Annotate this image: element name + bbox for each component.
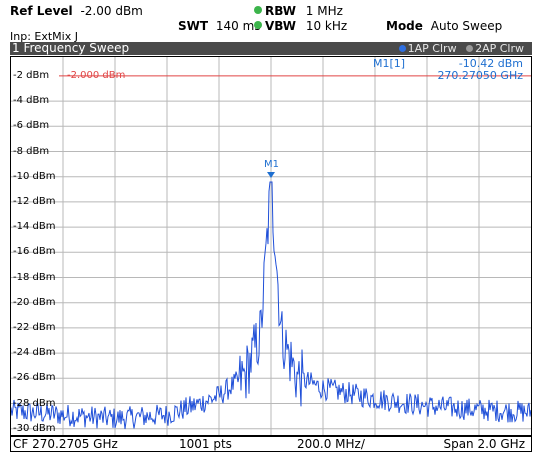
marker-triangle-icon — [267, 171, 275, 178]
sweep-title: 1 Frequency Sweep — [12, 41, 130, 55]
y-tick-label: -12 dBm — [13, 195, 56, 207]
frequency-per-division: 200.0 MHz/ — [297, 437, 365, 451]
rbw-setting[interactable]: RBW 1 MHz — [254, 4, 343, 18]
trace-1-tag[interactable]: 1AP Clrw — [398, 42, 457, 55]
trace-2-tag[interactable]: 2AP Clrw — [466, 42, 524, 55]
y-tick-label: -16 dBm — [13, 246, 56, 258]
trace-tags: 1AP Clrw 2AP Clrw — [398, 42, 524, 55]
sweep-title-bar: 1 Frequency Sweep 1AP Clrw 2AP Clrw — [10, 42, 532, 55]
swt-value: 140 ms — [215, 19, 261, 33]
input-info: Inp: ExtMix J — [10, 30, 78, 43]
trace-1-dot-icon — [398, 45, 406, 52]
trace-2-dot-icon — [466, 45, 474, 52]
spectrum-plot[interactable]: -2 dBm -4 dBm -6 dBm -8 dBm -10 dBm -12 dBm -1… — [10, 56, 532, 436]
ref-level[interactable]: Ref Level -2.00 dBm — [10, 4, 143, 18]
y-tick-label: -4 dBm — [13, 95, 50, 107]
marker-name: M1[1] — [373, 57, 406, 70]
marker-level: -10.42 dBm — [458, 57, 523, 70]
y-tick-label: -18 dBm — [13, 271, 56, 283]
span[interactable]: Span 2.0 GHz — [443, 437, 525, 451]
y-tick-label: -22 dBm — [13, 321, 56, 333]
mode-label: Mode — [386, 19, 423, 33]
y-tick-label: -10 dBm — [13, 170, 56, 182]
swt-setting[interactable]: SWT 140 ms — [178, 19, 261, 33]
y-tick-label: -20 dBm — [13, 296, 56, 308]
y-tick-label: -8 dBm — [13, 145, 50, 157]
trace-2-label: 2AP Clrw — [475, 42, 524, 55]
ref-level-label: Ref Level — [10, 4, 73, 18]
rbw-label: RBW — [265, 4, 296, 18]
spectrum-trace-svg — [11, 57, 531, 435]
sweep-mode[interactable]: Mode Auto Sweep — [386, 19, 502, 33]
y-tick-label: -14 dBm — [13, 221, 56, 233]
swt-label: SWT — [178, 19, 209, 33]
mode-value: Auto Sweep — [430, 19, 503, 33]
vbw-value: 10 kHz — [305, 19, 348, 33]
y-tick-label: -30 dBm — [13, 422, 56, 434]
footer-bar: CF 270.2705 GHz 1001 pts 200.0 MHz/ Span… — [10, 436, 532, 452]
rbw-status-dot — [254, 6, 262, 14]
center-frequency[interactable]: CF 270.2705 GHz — [13, 437, 118, 451]
vbw-label: VBW — [265, 19, 297, 33]
rbw-value: 1 MHz — [305, 4, 343, 18]
y-tick-label: -24 dBm — [13, 347, 56, 359]
marker-frequency: 270.27050 GHz — [437, 69, 523, 82]
y-tick-label: -2 dBm — [13, 69, 50, 81]
sweep-points[interactable]: 1001 pts — [179, 437, 232, 451]
y-tick-label: -26 dBm — [13, 372, 56, 384]
spectrum-trace — [11, 181, 531, 430]
y-tick-label: -28 dBm — [13, 397, 56, 409]
ref-level-value: -2.00 dBm — [80, 4, 143, 18]
vbw-status-dot — [254, 21, 262, 29]
vbw-setting[interactable]: VBW 10 kHz — [254, 19, 347, 33]
trace-1-label: 1AP Clrw — [407, 42, 457, 55]
grid-lines — [11, 57, 531, 435]
marker-tag[interactable]: M1 — [264, 158, 279, 170]
ref-level-line-label: -2.000 dBm — [67, 69, 126, 81]
y-tick-label: -6 dBm — [13, 120, 50, 132]
